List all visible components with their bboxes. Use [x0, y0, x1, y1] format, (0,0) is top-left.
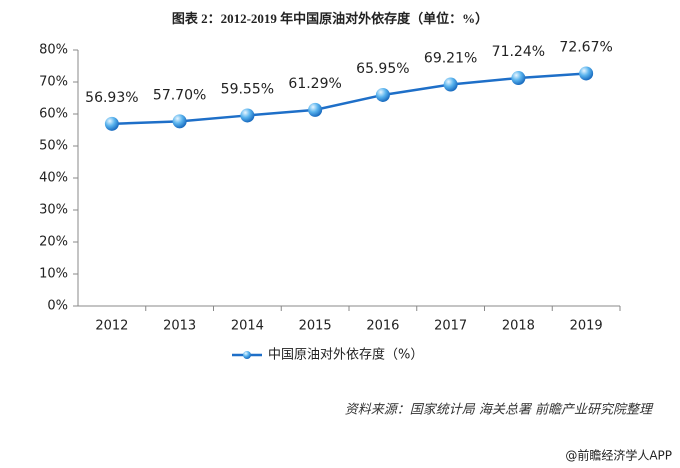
point [240, 108, 255, 123]
series-line [111, 72, 587, 126]
value-label: 72.67% [559, 39, 612, 55]
x-tick-label: 2015 [299, 319, 332, 334]
x-tick-label: 2019 [570, 319, 603, 334]
point [172, 114, 187, 129]
point [443, 77, 458, 92]
value-label: 65.95% [356, 61, 409, 77]
y-tick-label: 30% [39, 203, 68, 218]
y-tick-label: 40% [39, 171, 68, 186]
y-tick-label: 10% [39, 267, 68, 282]
value-label: 56.93% [85, 90, 138, 106]
point [308, 102, 323, 117]
point [104, 116, 119, 131]
y-tick-label: 0% [47, 299, 68, 314]
x-tick-label: 2017 [434, 319, 467, 334]
value-label: 61.29% [288, 76, 341, 92]
y-tick-label: 70% [39, 75, 68, 90]
point [511, 71, 526, 86]
x-tick-label: 2013 [163, 319, 196, 334]
value-label: 57.70% [153, 87, 206, 103]
point [375, 87, 390, 102]
x-tick-label: 2018 [502, 319, 535, 334]
point [579, 66, 594, 81]
chart-title: 图表 2：2012-2019 年中国原油对外依存度（单位：%） [172, 11, 488, 26]
source-note: 资料来源：国家统计局 海关总署 前瞻产业研究院整理 [345, 402, 654, 418]
y-tick-label: 20% [39, 235, 68, 250]
y-tick-label: 50% [39, 139, 68, 154]
value-label: 71.24% [492, 44, 545, 60]
value-label: 69.21% [424, 51, 477, 67]
x-tick-label: 2016 [366, 319, 399, 334]
value-label: 59.55% [221, 81, 274, 97]
y-tick-label: 80% [39, 43, 68, 58]
y-tick-label: 60% [39, 107, 68, 122]
legend-label: 中国原油对外依存度（%） [268, 347, 423, 363]
x-tick-label: 2014 [231, 319, 264, 334]
watermark: @前瞻经济学人APP [565, 448, 672, 463]
legend-marker [243, 351, 251, 359]
x-tick-label: 2012 [95, 319, 128, 334]
